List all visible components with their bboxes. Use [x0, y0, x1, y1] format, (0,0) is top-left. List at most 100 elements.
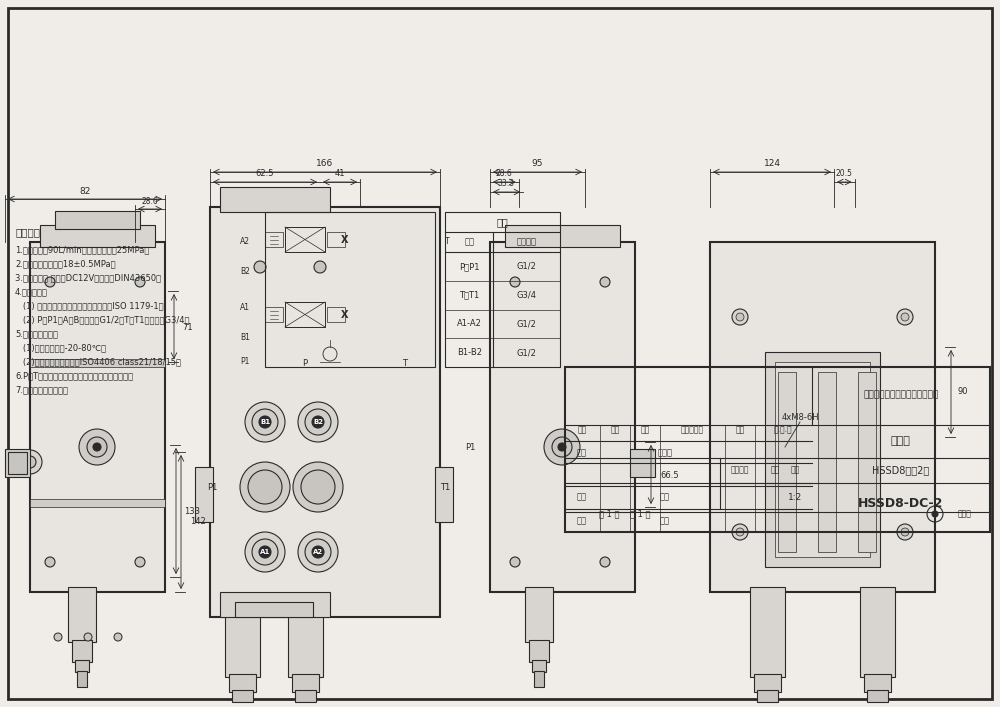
Text: 签名: 签名 [735, 425, 745, 434]
Bar [285, 302, 325, 327]
Circle shape [897, 309, 913, 325]
Text: 外形图: 外形图 [891, 436, 911, 446]
Text: 6.P、T口用金属模密封，其它进口用塑料模密封；: 6.P、T口用金属模密封，其它进口用塑料模密封； [15, 371, 133, 380]
Bar [210, 207, 440, 617]
Bar [72, 640, 92, 662]
Text: 处理: 处理 [660, 516, 670, 525]
Text: 95: 95 [531, 160, 543, 168]
Text: P1: P1 [465, 443, 475, 452]
Bar [565, 367, 990, 532]
Circle shape [298, 402, 338, 442]
Circle shape [732, 309, 748, 325]
Circle shape [736, 528, 744, 536]
Circle shape [932, 511, 938, 517]
Text: 批准: 批准 [660, 493, 670, 502]
Text: 标记: 标记 [578, 425, 587, 434]
Text: A1: A1 [240, 303, 250, 312]
Bar [40, 225, 155, 247]
Circle shape [54, 633, 62, 641]
Bar [30, 499, 165, 507]
Text: 62.5: 62.5 [256, 170, 274, 178]
Circle shape [248, 470, 282, 504]
Bar [295, 690, 316, 702]
Text: G1/2: G1/2 [517, 320, 537, 328]
Text: 接口: 接口 [464, 238, 474, 247]
Bar [229, 674, 256, 692]
Text: X: X [341, 310, 349, 320]
Bar [327, 232, 345, 247]
Bar [195, 467, 213, 522]
Text: 142: 142 [190, 518, 206, 527]
Text: (1)液压油温度：-20-80℃；: (1)液压油温度：-20-80℃； [15, 343, 106, 352]
Bar [265, 212, 435, 367]
Bar [285, 227, 325, 252]
Text: 1:2: 1:2 [788, 493, 802, 502]
Text: T: T [445, 238, 450, 247]
Circle shape [259, 416, 271, 428]
Text: A1-A2: A1-A2 [457, 320, 482, 328]
Text: 82: 82 [79, 187, 91, 196]
Circle shape [135, 277, 145, 287]
Bar [490, 242, 635, 592]
Bar [750, 587, 785, 677]
Bar [860, 587, 895, 677]
Bar [529, 640, 549, 662]
Circle shape [510, 557, 520, 567]
Text: 重量: 重量 [770, 466, 780, 474]
Bar [775, 362, 870, 557]
Text: HSSD8-DC-2: HSSD8-DC-2 [858, 498, 943, 510]
Circle shape [245, 402, 285, 442]
Circle shape [84, 633, 92, 641]
Bar [75, 660, 89, 672]
Text: 4xM8-6H: 4xM8-6H [781, 412, 819, 421]
Bar [864, 674, 891, 692]
Circle shape [298, 532, 338, 572]
Text: (2)液压油清洁度不低于ISO4406 class21/18/15；: (2)液压油清洁度不低于ISO4406 class21/18/15； [15, 357, 181, 366]
Bar [220, 187, 330, 212]
Text: A1: A1 [260, 549, 270, 555]
Bar [55, 211, 140, 229]
Text: T1: T1 [440, 482, 450, 491]
Circle shape [301, 470, 335, 504]
Circle shape [252, 409, 278, 435]
Circle shape [600, 557, 610, 567]
Bar [30, 359, 165, 367]
Text: 标准化: 标准化 [658, 448, 672, 457]
Bar [765, 352, 880, 567]
Circle shape [544, 429, 580, 465]
Text: 分区: 分区 [640, 425, 650, 434]
Text: 7.阀体表面硬化处理。: 7.阀体表面硬化处理。 [15, 385, 68, 394]
Text: 28.6: 28.6 [496, 170, 512, 178]
Text: T、T1: T、T1 [459, 291, 479, 300]
Bar [867, 690, 888, 702]
Circle shape [254, 261, 266, 273]
Text: 5.工作条件要求：: 5.工作条件要求： [15, 329, 58, 338]
Circle shape [558, 443, 566, 451]
Bar [818, 372, 836, 552]
Text: 共 1 张    第 1 张: 共 1 张 第 1 张 [599, 510, 651, 518]
Circle shape [79, 429, 115, 465]
Text: (1) 所有油口均为平面密封，符合标准ISO 1179-1；: (1) 所有油口均为平面密封，符合标准ISO 1179-1； [15, 301, 164, 310]
Text: 接口: 接口 [497, 217, 508, 227]
Bar [327, 307, 345, 322]
Text: 螺纹规格: 螺纹规格 [517, 238, 537, 247]
Text: 比例: 比例 [790, 466, 800, 474]
Bar [232, 690, 253, 702]
Circle shape [293, 462, 343, 512]
Text: 工艺: 工艺 [577, 516, 587, 525]
Circle shape [901, 528, 909, 536]
Circle shape [552, 437, 572, 457]
Bar [858, 372, 876, 552]
Text: P: P [302, 359, 308, 368]
Circle shape [897, 524, 913, 540]
Bar [778, 372, 796, 552]
Bar [30, 242, 165, 592]
Text: P1: P1 [208, 482, 218, 491]
Circle shape [87, 437, 107, 457]
Circle shape [305, 409, 331, 435]
Text: 66.5: 66.5 [660, 470, 679, 479]
Circle shape [135, 557, 145, 567]
Text: 3.电磁铁参数 电压：DC12V，接口：DIN43650；: 3.电磁铁参数 电压：DC12V，接口：DIN43650； [15, 273, 161, 282]
Circle shape [245, 532, 285, 572]
Text: B1: B1 [260, 419, 270, 425]
